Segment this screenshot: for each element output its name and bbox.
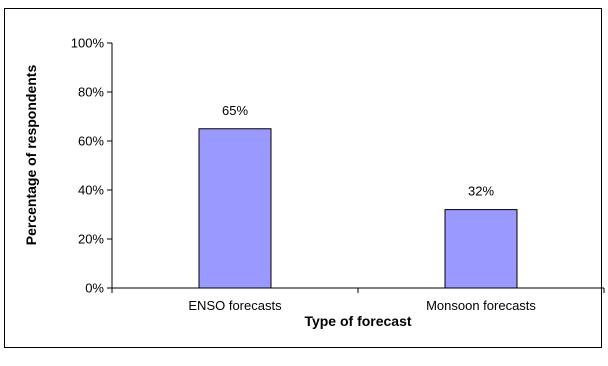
y-tick-label: 100% (71, 36, 105, 51)
bar (198, 128, 272, 289)
y-tick-label: 20% (78, 232, 104, 247)
y-axis-ticks: 0% 20% 40% 60% 80% 100% (71, 36, 112, 296)
bar (444, 209, 518, 289)
x-axis-ticks: ENSO forecasts Monsoon forecasts (111, 288, 605, 313)
y-tick-label: 0% (85, 281, 104, 296)
chart-frame (4, 8, 602, 348)
y-axis-title: Percentage of respondents (23, 65, 39, 246)
y-tick-label: 40% (78, 183, 104, 198)
y-tick-label: 60% (78, 134, 104, 149)
y-tick-label: 80% (78, 85, 104, 100)
x-category-label: ENSO forecasts (188, 298, 282, 313)
bar-value-label: 65% (222, 103, 248, 118)
bars: 65% 32% (198, 103, 518, 289)
bar-value-label: 32% (468, 184, 494, 199)
x-category-label: Monsoon forecasts (426, 298, 536, 313)
x-axis-title: Type of forecast (304, 313, 411, 329)
